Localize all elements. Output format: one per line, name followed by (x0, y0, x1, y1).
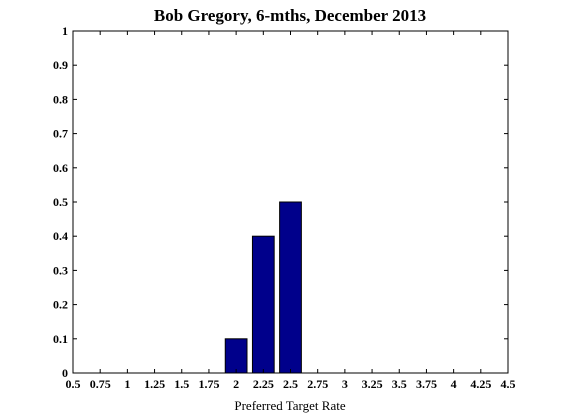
bar-2.25 (251, 235, 275, 374)
x-tick-label: 4.25 (470, 377, 491, 391)
y-tick-label: 0.9 (53, 58, 68, 72)
bar-2.5 (279, 201, 302, 374)
x-tick-label: 1.75 (198, 377, 219, 391)
x-tick-label: 3.75 (416, 377, 437, 391)
bar-2 (224, 338, 248, 374)
x-tick-label: 1.25 (144, 377, 165, 391)
y-tick-label: 0.4 (53, 229, 68, 243)
y-tick-label: 0.3 (53, 263, 68, 277)
x-tick-label: 4 (451, 377, 457, 391)
y-tick-label: 0.2 (53, 298, 68, 312)
x-tick-label: 2.25 (253, 377, 274, 391)
x-tick-label: 1 (124, 377, 130, 391)
x-tick-label: 3 (342, 377, 348, 391)
x-tick-label: 2.75 (307, 377, 328, 391)
y-tick-label: 0.7 (53, 127, 68, 141)
ticks-layer (72, 30, 509, 374)
x-tick-label: 1.5 (174, 377, 189, 391)
y-tick-labels: 0 0.1 0.2 0.3 0.4 0.5 0.6 0.7 0.8 0.9 1 (53, 24, 68, 380)
y-tick-label: 0.6 (53, 161, 68, 175)
x-tick-label: 4.5 (501, 377, 516, 391)
chart-title: Bob Gregory, 6-mths, December 2013 (154, 6, 426, 25)
y-tick-label: 1 (62, 24, 68, 38)
x-tick-label: 2 (233, 377, 239, 391)
x-axis-label: Preferred Target Rate (234, 398, 345, 413)
x-tick-label: 0.5 (66, 377, 81, 391)
x-tick-labels: 0.5 0.75 1 1.25 1.5 1.75 2 2.25 2.5 2.75 3 3.25 3.5 3… (66, 377, 516, 391)
y-tick-label: 0.8 (53, 92, 68, 106)
y-tick-label: 0 (62, 366, 68, 380)
y-tick-label: 0.1 (53, 332, 68, 346)
x-tick-label: 3.25 (362, 377, 383, 391)
x-tick-label: 2.5 (283, 377, 298, 391)
bars-layer (224, 201, 302, 374)
x-tick-label: 3.5 (392, 377, 407, 391)
x-tick-label: 0.75 (90, 377, 111, 391)
y-tick-label: 0.5 (53, 195, 68, 209)
